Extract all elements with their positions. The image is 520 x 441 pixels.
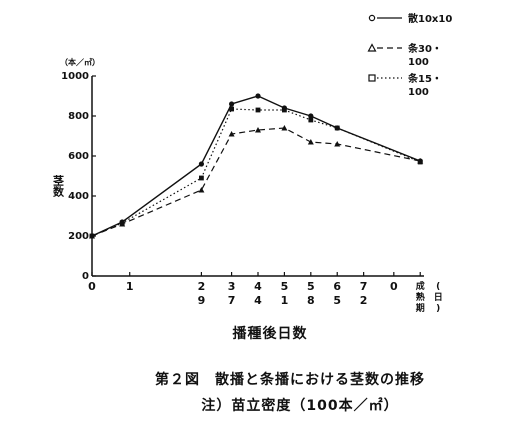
legend-label: 100 (408, 57, 429, 68)
data-point (417, 159, 423, 165)
y-unit-label: （本／㎡） (60, 57, 100, 67)
x-tick-label: 2 (360, 294, 368, 307)
data-point (198, 161, 205, 167)
x-tick-label: 0 (390, 280, 398, 293)
x-tick-label: 5 (307, 280, 315, 293)
data-point (334, 125, 340, 131)
data-point (281, 125, 288, 131)
data-point (229, 106, 234, 112)
figure-caption-line1: 第２図 散播と条播における茎数の推移 (155, 371, 425, 388)
y-tick-label: 400 (68, 191, 89, 202)
legend: 散10x10 条30・ 100 条15・ 100 (367, 12, 452, 98)
x-tick-label: 1 (126, 280, 134, 293)
data-point (198, 187, 205, 193)
legend-label: 条30・ (407, 42, 442, 55)
x-end-label: 成 (416, 280, 425, 292)
x-tick-label: 5 (333, 294, 341, 307)
data-point (255, 107, 261, 113)
data-point (334, 141, 341, 147)
x-tick-label: 6 (333, 280, 341, 293)
figure-caption-line2: 注）苗立密度（100本／㎡） (201, 397, 398, 414)
x-tick-label: 2 (198, 280, 206, 293)
data-point (308, 117, 314, 123)
x-tick-label: 3 (228, 280, 236, 293)
data-point (199, 175, 204, 181)
data-point (307, 139, 314, 145)
y-axis-label: 茎数 (52, 174, 65, 198)
series-line (91, 127, 421, 237)
x-tick-label: 1 (281, 294, 289, 307)
data-point (89, 233, 95, 239)
x-unit-label: ) (436, 304, 440, 314)
x-end-label: 期 (416, 302, 425, 314)
legend-marker (368, 74, 376, 82)
x-tick-label: 5 (281, 280, 289, 293)
data-point (255, 127, 261, 133)
x-end-label: 熟 (416, 291, 425, 303)
legend-label: 散10x10 (408, 12, 452, 25)
x-axis-label: 播種後日数 (233, 325, 308, 342)
legend-label: 条15・ (407, 72, 442, 85)
legend-label: 100 (408, 87, 429, 98)
y-tick-label: 200 (68, 231, 89, 242)
x-tick-label: 4 (254, 294, 262, 307)
y-tick-label: 1000 (61, 71, 89, 82)
data-point (228, 101, 235, 107)
data-point (119, 220, 125, 226)
data-point (282, 107, 287, 113)
series-group (89, 93, 424, 239)
x-tick-label: 9 (198, 294, 206, 307)
x-tick-label: 4 (254, 280, 262, 293)
series-line (91, 108, 421, 237)
data-point (255, 93, 261, 99)
x-unit-label: ( (436, 282, 440, 292)
y-tick-label: 800 (68, 111, 89, 122)
series-line (91, 95, 421, 237)
legend-marker (367, 43, 377, 52)
x-tick-label: 7 (360, 280, 368, 293)
data-point (228, 131, 235, 137)
x-tick-label: 8 (307, 294, 315, 307)
y-tick-label: 0 (82, 271, 89, 282)
legend-marker (368, 14, 376, 22)
x-tick-label: 7 (228, 294, 236, 307)
y-tick-label: 600 (68, 151, 89, 162)
x-unit-label: 日 (434, 292, 443, 303)
x-tick-label: 0 (88, 280, 96, 293)
series-3 (89, 106, 423, 239)
data-point (308, 113, 314, 119)
